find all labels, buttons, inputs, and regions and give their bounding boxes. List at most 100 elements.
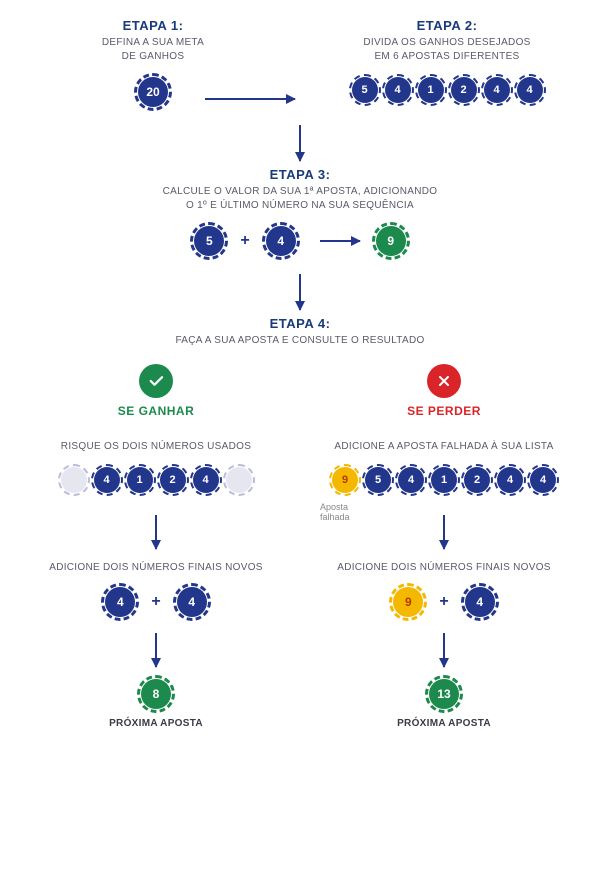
chip: 2 xyxy=(451,77,477,103)
win-line1: RISQUE OS DOIS NÚMEROS USADOS xyxy=(61,440,251,454)
chip-value: 5 xyxy=(206,234,213,248)
check-icon xyxy=(139,364,173,398)
step2-title: ETAPA 2: xyxy=(417,18,478,33)
chip: 5 xyxy=(61,467,87,493)
chip-value: 2 xyxy=(460,84,466,96)
chip-value: 5 xyxy=(70,474,76,486)
lose-add-row: 9 + 4 xyxy=(393,587,494,617)
chip: 4 xyxy=(398,467,424,493)
win-line2: ADICIONE DOIS NÚMEROS FINAIS NOVOS xyxy=(49,561,263,575)
chip-value: 4 xyxy=(202,474,208,486)
chip: 4 xyxy=(226,467,252,493)
lose-line2: ADICIONE DOIS NÚMEROS FINAIS NOVOS xyxy=(337,561,551,575)
arrow-down-icon xyxy=(443,633,445,667)
chip: 5 xyxy=(365,467,391,493)
arrow-down-to-step3 xyxy=(299,125,301,161)
chip: 9 xyxy=(332,467,358,493)
chip-value: 4 xyxy=(408,474,414,486)
step1-title: ETAPA 1: xyxy=(123,18,184,33)
chip-value: 1 xyxy=(441,474,447,486)
chip-value: 20 xyxy=(146,85,159,99)
chip: 4 xyxy=(193,467,219,493)
step4-title: ETAPA 4: xyxy=(270,316,331,331)
lose-add-a: 9 xyxy=(393,587,423,617)
lose-column: SE PERDER ADICIONE A APOSTA FALHADA À SU… xyxy=(304,364,584,731)
chip-value: 2 xyxy=(474,474,480,486)
arrow-right-icon xyxy=(320,232,360,250)
arrow-down-icon xyxy=(155,633,157,667)
arrow-down-icon xyxy=(155,515,157,549)
outcomes-row: SE GANHAR RISQUE OS DOIS NÚMEROS USADOS … xyxy=(0,364,600,731)
win-column: SE GANHAR RISQUE OS DOIS NÚMEROS USADOS … xyxy=(16,364,296,731)
chip-value: 13 xyxy=(437,687,450,701)
chip: 2 xyxy=(160,467,186,493)
steps-1-2-row: ETAPA 1: DEFINA A SUA META DE GANHOS 20 … xyxy=(0,0,600,107)
chip-value: 4 xyxy=(117,595,124,609)
chip: 1 xyxy=(127,467,153,493)
chip-value: 1 xyxy=(427,84,433,96)
chip-value: 4 xyxy=(103,474,109,486)
chip: 2 xyxy=(464,467,490,493)
step1-chip: 20 xyxy=(138,77,168,107)
step3-calc: 5 + 4 9 xyxy=(194,226,405,256)
failed-bet-label: Aposta falhada xyxy=(320,503,350,523)
win-title: SE GANHAR xyxy=(118,404,195,418)
chip-value: 2 xyxy=(169,474,175,486)
arrow-step1-to-step2 xyxy=(205,90,295,108)
step3: ETAPA 3: CALCULE O VALOR DA SUA 1ª APOST… xyxy=(0,167,600,256)
lose-add-b: 4 xyxy=(465,587,495,617)
chip-value: 8 xyxy=(153,687,160,701)
arrow-down-to-step4 xyxy=(299,274,301,310)
chip: 5 xyxy=(352,77,378,103)
step3-chip-sum: 9 xyxy=(376,226,406,256)
plus-icon: + xyxy=(439,593,448,611)
step3-chip-a: 5 xyxy=(194,226,224,256)
chip-value: 4 xyxy=(507,474,513,486)
win-add-row: 4 + 4 xyxy=(105,587,206,617)
step2-chips: 5 4 1 2 4 4 xyxy=(352,77,543,103)
win-chips: 5 4 1 2 4 4 xyxy=(61,467,252,493)
plus-icon: + xyxy=(151,593,160,611)
lose-chips-wrap: 9541244 Aposta falhada xyxy=(304,467,584,493)
chip-value: 4 xyxy=(476,595,483,609)
step4-subtitle: FAÇA A SUA APOSTA E CONSULTE O RESULTADO xyxy=(175,334,424,348)
chip: 4 xyxy=(530,467,556,493)
chip-value: 9 xyxy=(342,474,348,486)
chip: 4 xyxy=(94,467,120,493)
chip-value: 4 xyxy=(394,84,400,96)
step1-subtitle: DEFINA A SUA META DE GANHOS xyxy=(102,36,204,63)
step1-chip-wrap: 20 xyxy=(138,77,168,107)
lose-line1: ADICIONE A APOSTA FALHADA À SUA LISTA xyxy=(334,440,553,454)
step3-subtitle: CALCULE O VALOR DA SUA 1ª APOSTA, ADICIO… xyxy=(163,185,438,212)
chip-value: 9 xyxy=(387,234,394,248)
win-footer: PRÓXIMA APOSTA xyxy=(109,717,203,731)
lose-footer: PRÓXIMA APOSTA xyxy=(397,717,491,731)
chip-value: 5 xyxy=(361,84,367,96)
step4: ETAPA 4: FAÇA A SUA APOSTA E CONSULTE O … xyxy=(0,316,600,348)
chip: 1 xyxy=(418,77,444,103)
chip: 4 xyxy=(517,77,543,103)
step3-chip-b: 4 xyxy=(266,226,296,256)
chip-value: 5 xyxy=(375,474,381,486)
chip-value: 4 xyxy=(188,595,195,609)
lose-result-chip: 13 xyxy=(429,679,459,709)
chip-value: 4 xyxy=(235,474,241,486)
chip-value: 4 xyxy=(526,84,532,96)
chip-value: 9 xyxy=(405,595,412,609)
x-icon xyxy=(427,364,461,398)
chip-value: 4 xyxy=(493,84,499,96)
chip: 4 xyxy=(385,77,411,103)
win-result-chip: 8 xyxy=(141,679,171,709)
step3-title: ETAPA 3: xyxy=(270,167,331,182)
chip-value: 4 xyxy=(540,474,546,486)
win-add-a: 4 xyxy=(105,587,135,617)
lose-chips: 9 5 4 1 2 4 4 xyxy=(304,467,584,493)
win-add-b: 4 xyxy=(177,587,207,617)
chip: 4 xyxy=(497,467,523,493)
chip-value: 1 xyxy=(136,474,142,486)
step2-subtitle: DIVIDA OS GANHOS DESEJADOS EM 6 APOSTAS … xyxy=(363,36,530,63)
step2: ETAPA 2: DIVIDA OS GANHOS DESEJADOS EM 6… xyxy=(322,18,572,107)
chip: 1 xyxy=(431,467,457,493)
chip: 4 xyxy=(484,77,510,103)
arrow-down-icon xyxy=(443,515,445,549)
